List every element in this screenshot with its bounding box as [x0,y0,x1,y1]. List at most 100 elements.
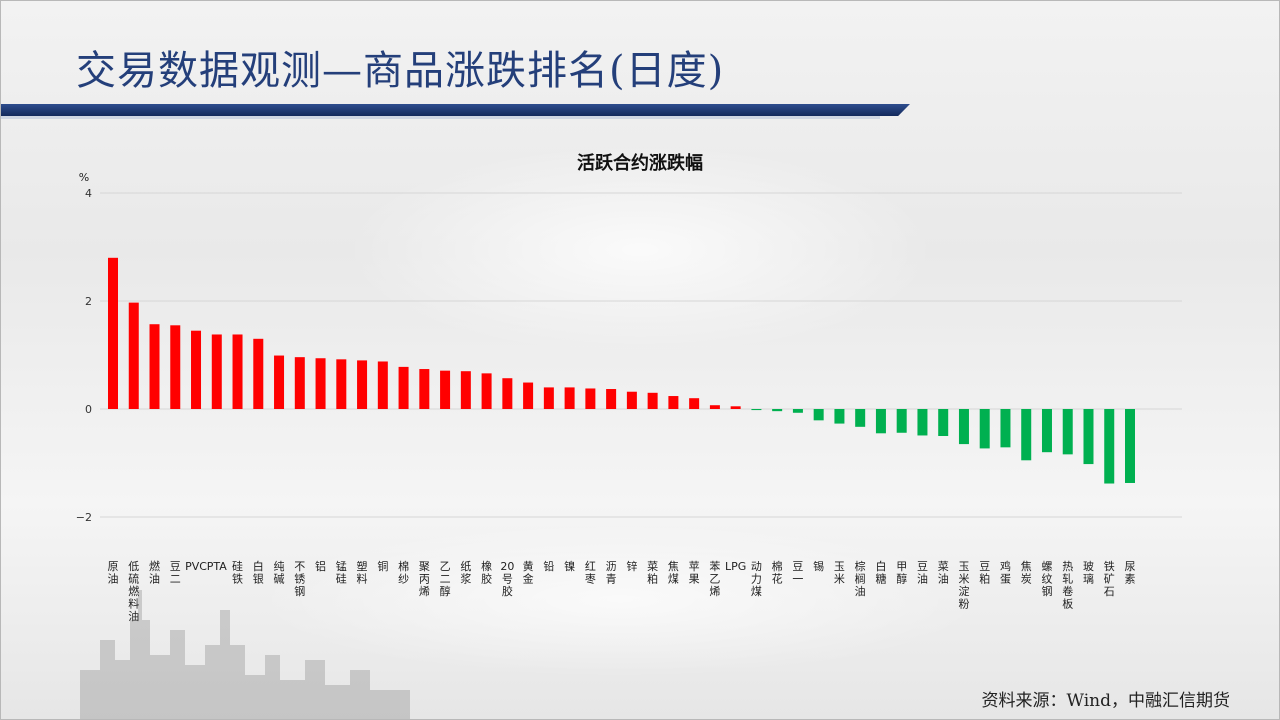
x-tick-char: 热 [1062,560,1073,573]
x-tick-text: 热轧卷板 [1062,560,1073,611]
bar [938,409,949,436]
x-tick-label: 苯乙烯 [709,559,720,598]
x-tick-char: 硅 [336,573,347,586]
x-tick-char: 镍 [564,559,575,573]
x-tick-char: 钢 [294,585,305,598]
x-tick-text: 镍 [564,559,575,573]
x-tick-text: PVC [185,560,207,573]
title-underline-accent [0,116,880,119]
x-tick-label: 锡 [813,559,824,573]
bar [772,409,783,412]
x-tick-char: 银 [253,572,264,586]
x-tick-char: 乙 [709,573,720,586]
y-axis-ticks: 4 2 0 −2 [76,187,92,524]
x-tick-text: 塑料 [357,559,368,586]
x-tick-char: 钢 [1041,585,1052,598]
x-tick-label: 白银 [253,559,264,586]
x-tick-char: 纱 [398,573,409,586]
x-tick-char: 苯 [709,559,720,573]
x-tick-char: 醇 [440,584,451,598]
bar [170,325,181,409]
x-tick-text: 焦煤 [668,560,679,586]
x-tick-text: 铁矿石 [1104,560,1115,598]
x-tick-char: 油 [149,572,160,586]
x-tick-char: 璃 [1083,572,1094,586]
x-tick-text: 白银 [253,559,264,586]
source-note: 资料来源：Wind，中融汇信期货 [981,691,1230,711]
x-tick-char: 煤 [668,573,679,586]
x-tick-char: 红 [585,560,596,573]
x-tick-text: 锰硅 [336,559,347,586]
x-tick-char: 金 [523,572,534,586]
x-tick-char: 粉 [958,598,969,611]
x-tick-text: 焦炭 [1021,560,1032,586]
x-tick-char: 青 [606,573,617,586]
x-tick-label: 棉花 [772,559,783,586]
x-tick-label: 玻璃 [1083,560,1094,586]
x-tick-label: 锌 [626,559,637,573]
x-tick-text: 橡胶 [481,560,492,586]
x-tick-text: 锡 [813,559,824,573]
x-tick-char: 铅 [543,559,554,573]
bar [253,338,264,409]
x-tick-text: 纸浆 [460,560,471,586]
x-tick-char: 菜 [647,560,658,573]
x-tick-char: 铜 [377,559,388,573]
x-tick-text: 原油 [108,560,119,586]
x-tick-label: 铅 [543,559,554,573]
x-tick-char: 玉 [834,560,845,573]
bar [1000,409,1011,448]
x-tick-char: 豆 [917,560,928,573]
bar [1041,409,1052,453]
x-tick-char: 轧 [1062,572,1073,586]
x-tick-char: 油 [855,584,866,598]
x-tick-label: 棕榈油 [855,559,866,598]
bar [211,334,222,409]
x-tick-char: 醇 [896,572,907,586]
bar [543,387,554,409]
x-tick-char: 料 [357,572,368,586]
y-axis-unit-label: % [79,171,89,184]
x-tick-char: 豆 [979,560,990,573]
x-tick-char: 米 [958,573,969,586]
bar [1021,409,1032,461]
x-tick-char: 料 [128,597,139,611]
x-tick-text: 黄金 [523,559,534,586]
x-tick-char: 燃 [128,584,139,598]
x-tick-label: 塑料 [357,559,368,586]
x-tick-char: 号 [502,573,513,586]
bar [709,405,720,409]
bar [1125,409,1135,483]
bar [1062,409,1073,455]
bar [1083,409,1094,465]
bar [294,357,305,409]
x-tick-text: 豆油 [917,560,928,586]
bar [315,358,326,409]
bar [896,409,907,433]
bar [647,392,658,409]
x-tick-label: 焦煤 [668,560,679,586]
x-tick-text: 纯碱 [274,560,285,586]
x-tick-label: 聚丙烯 [419,560,430,598]
x-tick-label: 铜 [377,559,388,573]
x-tick-label: 豆二 [170,560,181,586]
x-tick-char: 碱 [274,573,285,586]
x-tick-char: 聚 [419,560,430,573]
x-tick-label: 纸浆 [460,560,471,586]
x-tick-text: 聚丙烯 [419,560,430,598]
x-tick-text: 豆二 [170,560,181,586]
bar [585,388,596,409]
x-tick-label: 燃油 [149,559,160,586]
x-tick-label: 锰硅 [336,559,347,586]
bar [357,360,368,409]
x-tick-char: 甲 [896,560,907,573]
x-tick-char: 榈 [855,572,866,586]
x-tick-char: 丙 [419,573,430,586]
x-tick-char: 米 [834,573,845,586]
x-tick-char: 苹 [689,559,700,573]
bar [398,366,409,409]
x-tick-label: 乙二醇 [440,560,451,598]
x-tick-char: 矿 [1104,573,1115,586]
x-tick-label: 甲醇 [896,560,907,586]
